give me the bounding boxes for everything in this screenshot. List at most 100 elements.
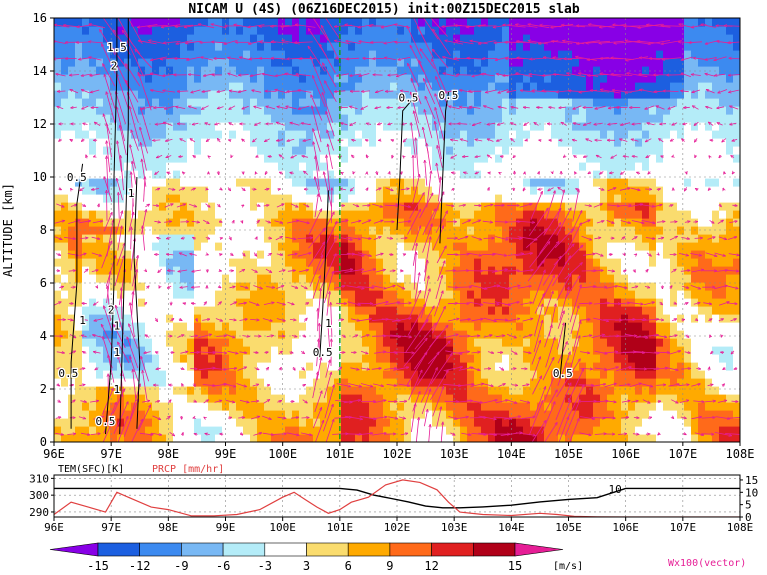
field-cell	[117, 242, 125, 251]
field-cell	[82, 50, 90, 59]
field-cell	[390, 58, 398, 67]
field-cell	[327, 90, 335, 99]
field-cell	[292, 66, 300, 75]
field-cell	[656, 82, 664, 91]
field-cell	[397, 98, 405, 107]
field-cell	[362, 138, 370, 147]
field-cell	[481, 418, 489, 427]
field-cell	[600, 42, 608, 51]
field-cell	[243, 338, 251, 347]
field-cell	[593, 66, 601, 75]
field-cell	[75, 58, 83, 67]
field-cell	[89, 66, 97, 75]
field-cell	[236, 26, 244, 35]
field-cell	[481, 346, 489, 355]
field-cell	[173, 18, 181, 27]
field-cell	[621, 378, 629, 387]
field-cell	[152, 178, 160, 187]
field-cell	[131, 82, 139, 91]
field-cell	[362, 90, 370, 99]
field-cell	[348, 162, 356, 171]
field-cell	[705, 82, 713, 91]
field-cell	[138, 242, 146, 251]
field-cell	[586, 178, 594, 187]
field-cell	[124, 218, 132, 227]
field-cell	[264, 178, 272, 187]
field-cell	[390, 26, 398, 35]
field-cell	[376, 266, 384, 275]
field-cell	[488, 258, 496, 267]
field-cell	[600, 98, 608, 107]
field-cell	[292, 426, 300, 435]
field-cell	[677, 194, 685, 203]
field-cell	[159, 234, 167, 243]
field-cell	[369, 386, 377, 395]
field-cell	[649, 394, 657, 403]
field-cell	[222, 258, 230, 267]
field-cell	[131, 290, 139, 299]
field-cell	[446, 314, 454, 323]
field-cell	[502, 338, 510, 347]
field-cell	[271, 146, 279, 155]
field-cell	[82, 26, 90, 35]
field-cell	[642, 402, 650, 411]
field-cell	[663, 226, 671, 235]
field-cell	[250, 226, 258, 235]
field-cell	[516, 42, 524, 51]
field-cell	[446, 242, 454, 251]
field-cell	[467, 42, 475, 51]
field-cell	[656, 210, 664, 219]
field-cell	[313, 58, 321, 67]
field-cell	[579, 114, 587, 123]
field-cell	[649, 338, 657, 347]
field-cell	[61, 170, 69, 179]
field-cell	[285, 226, 293, 235]
field-cell	[229, 290, 237, 299]
field-cell	[586, 258, 594, 267]
field-cell	[257, 178, 265, 187]
field-cell	[348, 330, 356, 339]
field-cell	[299, 194, 307, 203]
field-cell	[341, 106, 349, 115]
field-cell	[614, 170, 622, 179]
field-cell	[376, 50, 384, 59]
field-cell	[222, 322, 230, 331]
field-cell	[54, 434, 62, 442]
field-cell	[110, 410, 118, 419]
field-cell	[649, 82, 657, 91]
field-cell	[460, 26, 468, 35]
field-cell	[572, 122, 580, 131]
field-cell	[334, 402, 342, 411]
field-cell	[313, 42, 321, 51]
field-cell	[705, 346, 713, 355]
field-cell	[320, 42, 328, 51]
field-cell	[299, 210, 307, 219]
field-cell	[684, 394, 692, 403]
field-cell	[54, 202, 62, 211]
field-cell	[229, 418, 237, 427]
field-cell	[607, 394, 615, 403]
field-cell	[383, 266, 391, 275]
field-cell	[481, 386, 489, 395]
field-cell	[558, 226, 566, 235]
field-cell	[600, 162, 608, 171]
field-cell	[96, 258, 104, 267]
field-cell	[621, 370, 629, 379]
field-cell	[369, 114, 377, 123]
field-cell	[229, 202, 237, 211]
field-cell	[551, 130, 559, 139]
field-cell	[292, 290, 300, 299]
field-cell	[628, 290, 636, 299]
field-cell	[306, 98, 314, 107]
field-cell	[341, 370, 349, 379]
field-cell	[481, 114, 489, 123]
field-cell	[502, 42, 510, 51]
field-cell	[495, 322, 503, 331]
field-cell	[579, 362, 587, 371]
field-cell	[334, 298, 342, 307]
field-cell	[194, 394, 202, 403]
field-cell	[397, 90, 405, 99]
field-cell	[628, 18, 636, 27]
field-cell	[614, 226, 622, 235]
field-cell	[705, 98, 713, 107]
